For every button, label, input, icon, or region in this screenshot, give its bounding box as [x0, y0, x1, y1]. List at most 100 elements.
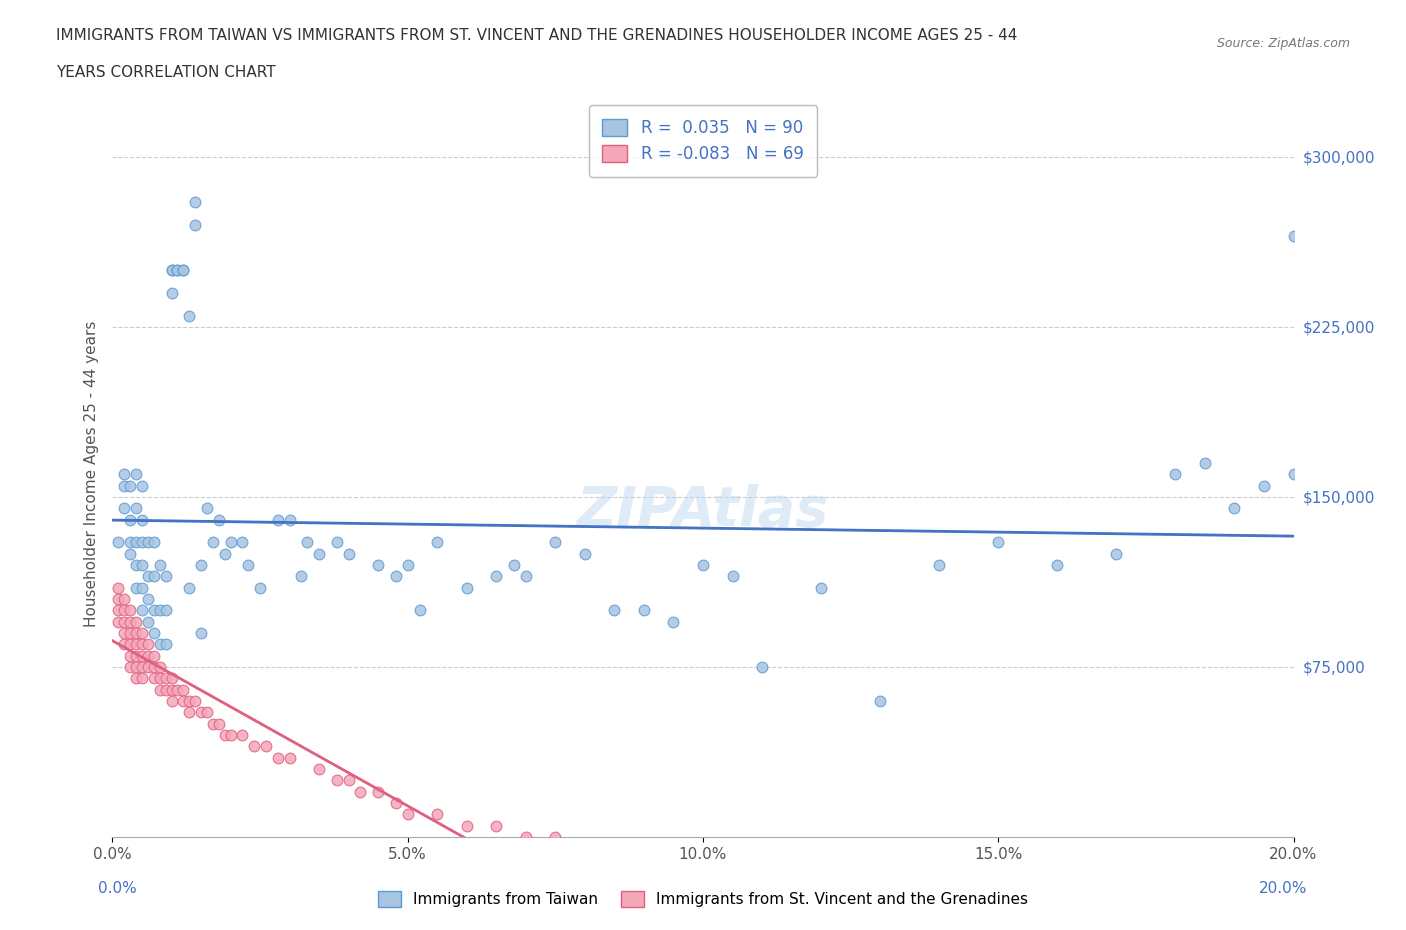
Point [1164, 467, 1187, 482]
Point [190, 626, 212, 641]
Point [396, 558, 419, 573]
Point [120, 626, 142, 641]
Point [810, 580, 832, 595]
Point [367, 558, 389, 573]
Point [195, 501, 218, 516]
Y-axis label: Householder Income Ages 25 - 44 years: Householder Income Ages 25 - 44 years [83, 321, 98, 628]
Point [544, 535, 567, 550]
Point [125, 467, 148, 482]
Point [179, 694, 201, 709]
Point [179, 705, 201, 720]
Point [1253, 478, 1275, 493]
Point [166, 263, 188, 278]
Point [136, 569, 159, 584]
Point [131, 478, 153, 493]
Point [243, 738, 266, 753]
Point [1282, 467, 1305, 482]
Point [456, 580, 478, 595]
Point [662, 614, 685, 629]
Point [231, 727, 253, 742]
Point [179, 580, 201, 595]
Point [112, 591, 135, 606]
Point [184, 218, 207, 232]
Point [160, 694, 183, 709]
Point [574, 546, 596, 561]
Point [721, 569, 744, 584]
Point [125, 501, 148, 516]
Point [1223, 501, 1246, 516]
Point [349, 784, 371, 799]
Point [125, 648, 148, 663]
Point [131, 648, 153, 663]
Point [172, 263, 194, 278]
Point [385, 569, 408, 584]
Point [254, 738, 277, 753]
Point [751, 659, 773, 674]
Point [131, 626, 153, 641]
Point [337, 546, 360, 561]
Point [987, 535, 1010, 550]
Point [131, 558, 153, 573]
Point [125, 580, 148, 595]
Point [125, 659, 148, 674]
Point [142, 626, 165, 641]
Point [112, 626, 135, 641]
Point [1194, 456, 1216, 471]
Point [107, 603, 129, 618]
Point [485, 818, 508, 833]
Point [219, 535, 242, 550]
Point [125, 626, 148, 641]
Point [149, 683, 172, 698]
Point [201, 716, 224, 731]
Legend: R =  0.035   N = 90, R = -0.083   N = 69: R = 0.035 N = 90, R = -0.083 N = 69 [589, 105, 817, 177]
Point [125, 637, 148, 652]
Point [160, 263, 183, 278]
Point [155, 569, 177, 584]
Point [131, 535, 153, 550]
Point [136, 659, 159, 674]
Point [149, 659, 172, 674]
Legend: Immigrants from Taiwan, Immigrants from St. Vincent and the Grenadines: Immigrants from Taiwan, Immigrants from … [371, 884, 1035, 913]
Point [131, 659, 153, 674]
Point [326, 773, 349, 788]
Point [326, 535, 349, 550]
Point [166, 683, 188, 698]
Point [120, 546, 142, 561]
Text: Source: ZipAtlas.com: Source: ZipAtlas.com [1216, 37, 1350, 50]
Point [190, 558, 212, 573]
Point [172, 263, 194, 278]
Point [337, 773, 360, 788]
Point [120, 648, 142, 663]
Point [208, 512, 231, 527]
Point [112, 478, 135, 493]
Point [125, 614, 148, 629]
Point [136, 648, 159, 663]
Point [160, 286, 183, 300]
Point [107, 535, 129, 550]
Point [120, 535, 142, 550]
Point [142, 659, 165, 674]
Point [515, 569, 537, 584]
Point [297, 535, 319, 550]
Point [179, 308, 201, 323]
Point [142, 671, 165, 685]
Point [136, 637, 159, 652]
Point [131, 512, 153, 527]
Point [120, 478, 142, 493]
Point [603, 603, 626, 618]
Point [231, 535, 253, 550]
Point [692, 558, 714, 573]
Point [290, 569, 312, 584]
Point [503, 558, 526, 573]
Point [195, 705, 218, 720]
Point [184, 195, 207, 210]
Point [120, 614, 142, 629]
Point [112, 603, 135, 618]
Point [149, 558, 172, 573]
Point [396, 807, 419, 822]
Point [112, 614, 135, 629]
Point [515, 830, 537, 844]
Point [125, 535, 148, 550]
Point [131, 603, 153, 618]
Point [426, 807, 449, 822]
